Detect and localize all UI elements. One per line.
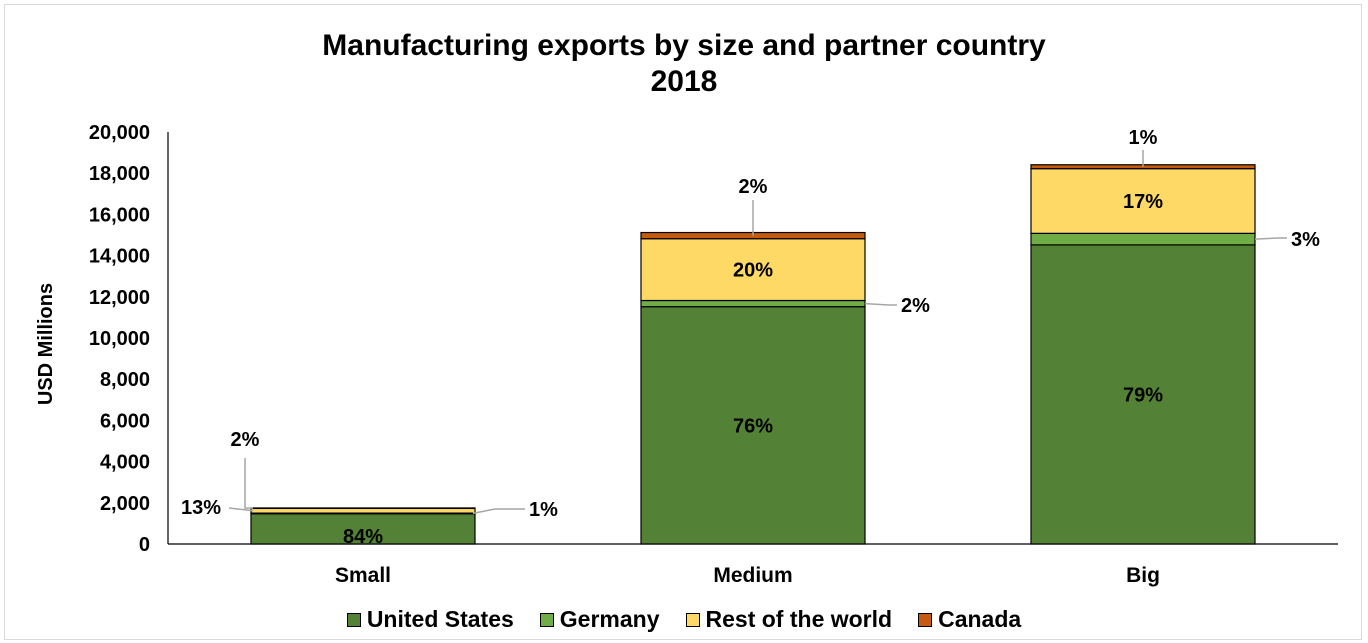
bar-medium-rest-of-the-world: [640, 238, 866, 302]
bar-big-germany: [1030, 232, 1256, 246]
x-tick-label: Medium: [713, 564, 792, 587]
data-label: 3%: [1291, 229, 1320, 251]
chart-title-line-2: 2018: [650, 65, 718, 98]
bar-medium-united-states: [640, 306, 866, 545]
data-label: 1%: [529, 499, 558, 521]
data-label: 79%: [1123, 384, 1163, 406]
x-tick-label: Small: [335, 564, 391, 587]
y-tick-label: 16,000: [89, 204, 150, 226]
bar-medium-germany: [640, 299, 866, 308]
legend: United States Germany Rest of the world …: [0, 606, 1368, 633]
label-leader-line: [1254, 237, 1287, 240]
legend-swatch-rest-of-the-world: [685, 612, 700, 627]
legend-swatch-united-states: [346, 612, 361, 627]
bars: [250, 164, 1256, 545]
legend-label-germany: Germany: [559, 606, 660, 632]
y-tick-label: 6,000: [100, 410, 150, 432]
data-label: 76%: [733, 415, 773, 437]
data-labels: 84% 2% 13% 1% 76% 20% 2% 2% 79% 17% 3% 1%: [181, 127, 1320, 548]
y-tick-label: 12,000: [89, 287, 150, 309]
data-label: 17%: [1123, 191, 1163, 213]
legend-item-rest-of-the-world: Rest of the world: [685, 606, 893, 633]
data-label: 2%: [739, 176, 768, 198]
legend-label-rest-of-the-world: Rest of the world: [705, 606, 893, 632]
legend-item-canada: Canada: [918, 606, 1021, 633]
axes: 0 2,000 4,000 6,000 8,000 10,000 12,000 14,000 1…: [89, 122, 1338, 587]
y-tick-label: 0: [139, 534, 150, 556]
data-label: 20%: [733, 260, 773, 282]
label-leader-line: [472, 508, 525, 515]
bar-big-united-states: [1030, 244, 1256, 545]
data-label: 13%: [181, 497, 221, 519]
legend-label-united-states: United States: [366, 606, 514, 632]
bar-small-canada: [250, 507, 476, 510]
legend-swatch-germany: [539, 612, 554, 627]
y-tick-label: 2,000: [100, 493, 150, 515]
data-label: 84%: [343, 526, 383, 548]
y-tick-label: 18,000: [89, 163, 150, 185]
chart-title-line-1: Manufacturing exports by size and partne…: [322, 29, 1046, 62]
y-tick-label: 8,000: [100, 369, 150, 391]
bar-big-rest-of-the-world: [1030, 168, 1256, 234]
y-tick-label: 20,000: [89, 122, 150, 144]
label-leader-line: [228, 507, 254, 512]
y-tick-label: 14,000: [89, 246, 150, 268]
y-tick-label: 10,000: [89, 328, 150, 350]
label-leader-line: [244, 458, 253, 509]
bar-small-united-states: [250, 513, 476, 545]
data-label: 1%: [1129, 127, 1158, 149]
legend-item-united-states: United States: [346, 606, 514, 633]
y-axis-label: USD Millions: [35, 283, 57, 405]
data-label: 2%: [901, 295, 930, 317]
label-leader-line: [864, 302, 897, 306]
legend-swatch-canada: [918, 612, 933, 627]
y-tick-label: 4,000: [100, 452, 150, 474]
x-tick-label: Big: [1126, 564, 1160, 587]
chart-title: Manufacturing exports by size and partne…: [0, 28, 1368, 100]
bar-small-rest-of-the-world: [250, 507, 476, 514]
legend-item-germany: Germany: [539, 606, 660, 633]
data-label: 2%: [231, 429, 260, 451]
legend-label-canada: Canada: [938, 606, 1022, 632]
